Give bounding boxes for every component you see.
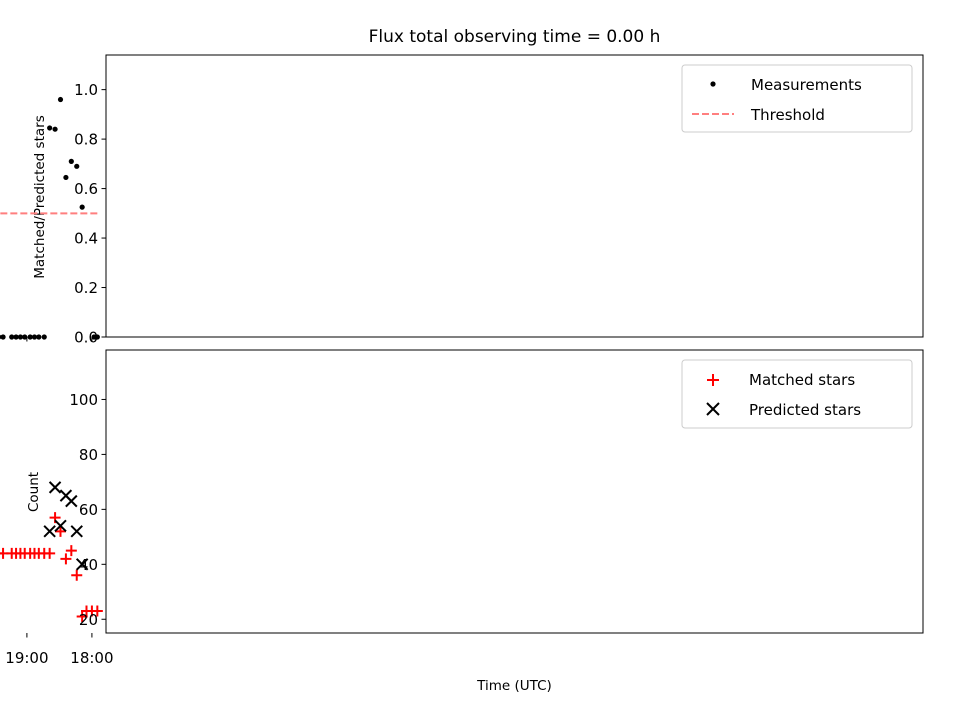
matched-star-point xyxy=(71,569,83,581)
measurement-point xyxy=(63,174,69,181)
legend-predicted-marker xyxy=(706,402,720,416)
top-y-tick-label: 1.0 xyxy=(74,81,98,99)
measurement-point xyxy=(52,126,58,132)
bottom-y-tick-label: 40 xyxy=(79,556,98,574)
top-y-tick-label: 0.0 xyxy=(74,329,98,347)
measurement-point xyxy=(57,96,64,103)
bottom-x-axis-label: Time (UTC) xyxy=(476,678,552,694)
bottom-plot-area xyxy=(0,481,103,623)
bottom-y-axis-label: Count xyxy=(26,472,42,512)
measurement-point xyxy=(68,158,74,164)
predicted-star-point xyxy=(48,481,62,494)
top-y-tick-label: 0.8 xyxy=(74,131,98,149)
predicted-star-point xyxy=(43,525,56,538)
legend-measurements-label: Measurements xyxy=(751,76,862,94)
bottom-axes-frame xyxy=(105,349,924,634)
legend-threshold-label: Threshold xyxy=(750,106,825,124)
bottom-y-axis: 20 40 60 80 100 xyxy=(69,391,106,629)
top-y-tick-label: 0.2 xyxy=(74,279,98,297)
bottom-x-tick-label: 19:00 xyxy=(5,649,48,667)
bottom-y-tick-label: 100 xyxy=(69,391,98,409)
top-y-axis: 0.0 0.2 0.4 0.6 0.8 1.0 xyxy=(74,81,106,347)
measurement-point xyxy=(17,334,23,340)
measurement-point xyxy=(36,334,42,340)
measurement-point xyxy=(91,334,97,340)
bottom-legend-box xyxy=(681,359,913,429)
measurement-point xyxy=(31,334,38,340)
bottom-x-tick-label: 18:00 xyxy=(70,649,113,667)
top-chart-title: Flux total observing time = 0.00 h xyxy=(369,27,661,47)
matched-star-point xyxy=(65,545,77,557)
top-y-tick-label: 0.4 xyxy=(74,230,98,248)
top-plot-area xyxy=(0,96,100,340)
measurement-point xyxy=(79,204,85,210)
bottom-x-axis: 18:0019:0020:0021:0022:0023:0000:0001:00… xyxy=(5,633,114,667)
top-y-tick-label: 0.6 xyxy=(74,180,98,198)
top-legend-box xyxy=(681,64,913,133)
legend-matched-label: Matched stars xyxy=(749,371,855,389)
measurement-point xyxy=(13,334,19,340)
predicted-star-point xyxy=(70,525,83,538)
measurement-point xyxy=(22,334,28,340)
measurement-point xyxy=(47,125,53,131)
measurement-point xyxy=(9,334,15,340)
matched-star-point xyxy=(0,552,5,555)
matched-star-point xyxy=(76,611,88,623)
matched-star-point xyxy=(54,525,66,537)
bottom-legend: Matched stars Predicted stars xyxy=(681,359,913,429)
bottom-y-tick-label: 80 xyxy=(79,446,98,464)
bottom-y-tick-label: 20 xyxy=(79,611,98,629)
legend-measurements-marker xyxy=(710,81,716,87)
predicted-star-point xyxy=(75,558,89,571)
top-axes-frame xyxy=(105,54,924,338)
predicted-star-point xyxy=(59,489,73,502)
bottom-y-tick-label: 60 xyxy=(79,501,98,519)
measurement-point xyxy=(27,334,33,340)
measurement-point xyxy=(74,163,80,169)
predicted-star-point xyxy=(54,519,67,533)
top-legend: Measurements Threshold xyxy=(681,64,913,133)
measurement-point xyxy=(0,334,6,340)
legend-matched-marker xyxy=(707,374,719,386)
matched-star-point xyxy=(60,553,72,565)
top-x-axis xyxy=(26,337,93,342)
measurement-point xyxy=(41,334,47,340)
legend-predicted-label: Predicted stars xyxy=(749,401,861,419)
top-y-axis-label: Matched/Predicted stars xyxy=(32,115,48,278)
measurement-point xyxy=(0,334,2,340)
